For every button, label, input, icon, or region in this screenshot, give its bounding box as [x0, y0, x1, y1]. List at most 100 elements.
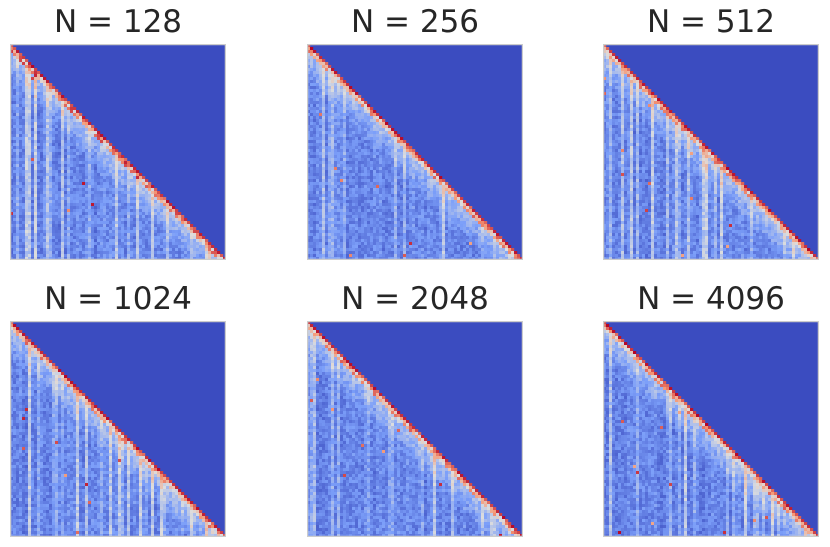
heatmap-cell: [133, 215, 137, 219]
heatmap-cell: [313, 119, 317, 123]
heatmap-cell: [322, 98, 326, 102]
heatmap-cell: [181, 218, 185, 222]
heatmap-cell: [352, 233, 356, 237]
heatmap-cell: [16, 200, 20, 204]
heatmap-cell: [58, 257, 62, 260]
heatmap-cell: [421, 176, 425, 180]
heatmap-cell: [148, 206, 152, 210]
heatmap-cell: [412, 218, 416, 222]
heatmap-cell: [343, 125, 347, 129]
heatmap-cell: [82, 215, 86, 219]
heatmap-cell: [436, 185, 440, 189]
heatmap-cell: [13, 122, 17, 126]
heatmap-cell: [190, 251, 194, 255]
heatmap-cell: [43, 95, 47, 99]
heatmap-cell: [322, 149, 326, 153]
heatmap-cell: [88, 155, 92, 159]
heatmap-cell: [73, 134, 77, 138]
heatmap-cell: [352, 119, 356, 123]
heatmap-cell: [316, 113, 320, 117]
heatmap-cell: [361, 167, 365, 171]
heatmap-cell: [154, 227, 158, 231]
heatmap-cell: [343, 206, 347, 210]
heatmap-cell: [385, 161, 389, 165]
heatmap-cell: [46, 254, 50, 258]
heatmap-cell: [22, 236, 26, 240]
heatmap-cell: [364, 227, 368, 231]
heatmap-cell: [313, 209, 317, 213]
heatmap-cell: [343, 134, 347, 138]
heatmap-cell: [397, 245, 401, 249]
heatmap-cell: [88, 146, 92, 150]
heatmap-cell: [139, 206, 143, 210]
heatmap-cell: [331, 188, 335, 192]
heatmap-cell: [376, 197, 380, 201]
heatmap-cell: [118, 170, 122, 174]
heatmap-cell: [52, 224, 56, 228]
heatmap-cell: [169, 203, 173, 207]
heatmap-cell: [46, 248, 50, 252]
heatmap-cell: [109, 215, 113, 219]
heatmap-cell: [19, 68, 23, 72]
heatmap-cell: [55, 245, 59, 249]
heatmap-cell: [145, 224, 149, 228]
heatmap-cell: [55, 251, 59, 255]
heatmap-cell: [22, 257, 26, 260]
heatmap-cell: [67, 158, 71, 162]
heatmap-cell: [307, 182, 311, 186]
heatmap-cell: [106, 179, 110, 183]
heatmap-cell: [13, 83, 17, 87]
heatmap-cell: [106, 161, 110, 165]
heatmap-cell: [40, 80, 44, 84]
heatmap-cell: [118, 236, 122, 240]
heatmap-cell: [421, 233, 425, 237]
heatmap-cell: [160, 233, 164, 237]
heatmap-cell: [364, 224, 368, 228]
heatmap-cell: [394, 137, 398, 141]
heatmap-cell: [58, 155, 62, 159]
heatmap-cell: [313, 92, 317, 96]
heatmap-cell: [16, 170, 20, 174]
heatmap-cell: [313, 155, 317, 159]
heatmap-cell: [403, 233, 407, 237]
panel-title: N = 128: [53, 4, 183, 40]
heatmap-cell: [121, 191, 125, 195]
heatmap-cell: [337, 200, 341, 204]
heatmap-cell: [22, 113, 26, 117]
heatmap-cell: [394, 188, 398, 192]
heatmap-cell: [67, 197, 71, 201]
heatmap-cell: [49, 131, 53, 135]
heatmap-cell: [127, 242, 131, 246]
heatmap-cell: [25, 122, 29, 126]
heatmap-cell: [103, 194, 107, 198]
heatmap-cell: [82, 227, 86, 231]
heatmap-cell: [55, 122, 59, 126]
heatmap-cell: [379, 137, 383, 141]
heatmap-cell: [343, 146, 347, 150]
heatmap-cell: [37, 188, 41, 192]
heatmap-cell: [334, 194, 338, 198]
heatmap-cell: [139, 185, 143, 189]
heatmap-cell: [190, 236, 194, 240]
heatmap-cell: [322, 248, 326, 252]
heatmap-cell: [148, 197, 152, 201]
heatmap-cell: [484, 224, 488, 228]
heatmap-cell: [46, 122, 50, 126]
heatmap-cell: [67, 257, 71, 260]
heatmap-cell: [328, 89, 332, 93]
heatmap-cell: [373, 200, 377, 204]
heatmap-cell: [52, 176, 56, 180]
heatmap-cell: [64, 236, 68, 240]
heatmap-cell: [358, 113, 362, 117]
heatmap-cell: [31, 155, 35, 159]
heatmap-cell: [76, 212, 80, 216]
heatmap-cell: [43, 227, 47, 231]
heatmap-cell: [76, 137, 80, 141]
heatmap-cell: [46, 212, 50, 216]
heatmap-cell: [382, 119, 386, 123]
heatmap-cell: [340, 146, 344, 150]
heatmap-cell: [334, 119, 338, 123]
heatmap-cell: [85, 152, 89, 156]
heatmap-cell: [97, 140, 101, 144]
heatmap-cell: [481, 236, 485, 240]
